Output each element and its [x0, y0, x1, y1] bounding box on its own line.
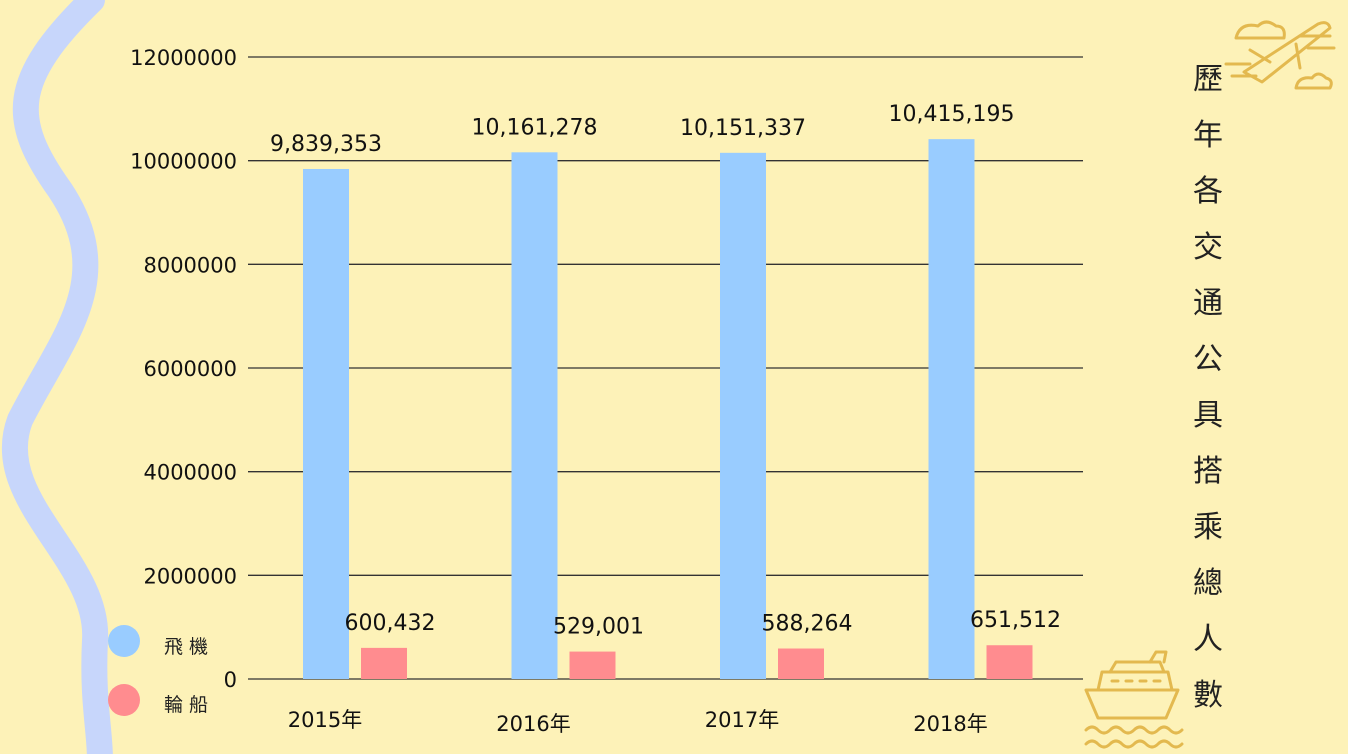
title-char: 數 — [1193, 678, 1223, 713]
ship-icon — [1084, 650, 1184, 749]
data-label-ship: 651,512 — [970, 608, 1061, 633]
title-char: 年 — [1193, 118, 1223, 153]
title-char: 交 — [1193, 230, 1223, 265]
legend-label-ship: 輪 船 — [164, 694, 208, 716]
title-char: 乘 — [1193, 510, 1223, 545]
legend-label-airplane: 飛 機 — [164, 636, 208, 658]
gridlines — [248, 56, 1083, 680]
bar-airplane — [303, 168, 349, 679]
title-char: 具 — [1193, 398, 1223, 433]
data-label-airplane: 9,839,353 — [270, 132, 382, 157]
y-tick-label: 6000000 — [143, 357, 237, 381]
bar-ship — [778, 648, 824, 679]
chart-title-vertical: 歷年各交通公具搭乘總人數 — [1186, 52, 1230, 724]
title-char: 歷 — [1193, 62, 1223, 97]
title-char: 各 — [1193, 174, 1223, 209]
data-label-ship: 600,432 — [345, 611, 436, 636]
title-char: 人 — [1193, 622, 1223, 657]
bar-ship — [986, 645, 1033, 679]
title-char: 通 — [1193, 286, 1223, 321]
y-tick-label: 12000000 — [130, 46, 237, 70]
y-axis: 0 2000000 4000000 6000000 8000000 10000000 120… — [130, 46, 237, 692]
bar-ship — [569, 651, 616, 679]
x-axis: 2015年 2016年 2017年 2018年 — [288, 708, 988, 736]
title-char: 總 — [1193, 566, 1223, 601]
data-label-ship: 529,001 — [553, 615, 644, 640]
bar-airplane — [928, 139, 975, 679]
legend: 飛 機 輪 船 — [108, 625, 208, 716]
data-label-airplane: 10,161,278 — [472, 115, 598, 140]
y-tick-label: 4000000 — [143, 461, 237, 485]
bar-airplane — [720, 152, 766, 679]
y-tick-label: 2000000 — [143, 564, 237, 588]
x-tick-label: 2016年 — [496, 712, 570, 736]
y-tick-label: 8000000 — [143, 253, 237, 277]
y-tick-label: 0 — [224, 668, 237, 692]
legend-swatch-ship — [108, 684, 140, 716]
title-char: 公 — [1193, 342, 1223, 377]
x-tick-label: 2017年 — [705, 708, 779, 732]
x-tick-label: 2018年 — [913, 712, 987, 736]
data-label-airplane: 10,151,337 — [680, 116, 806, 141]
x-tick-label: 2015年 — [288, 708, 362, 732]
y-tick-label: 10000000 — [130, 150, 237, 174]
legend-swatch-airplane — [108, 625, 140, 657]
title-char: 搭 — [1193, 454, 1223, 489]
airplane-cloud-icon — [1224, 20, 1336, 90]
data-label-airplane: 10,415,195 — [889, 102, 1015, 127]
data-label-ship: 588,264 — [762, 612, 853, 637]
left-wave-decoration — [1, 0, 113, 754]
bar-airplane — [511, 152, 558, 680]
bar-ship — [361, 647, 407, 679]
bars: 9,839,353 600,432 10,161,278 529,001 10,151,… — [270, 102, 1061, 680]
